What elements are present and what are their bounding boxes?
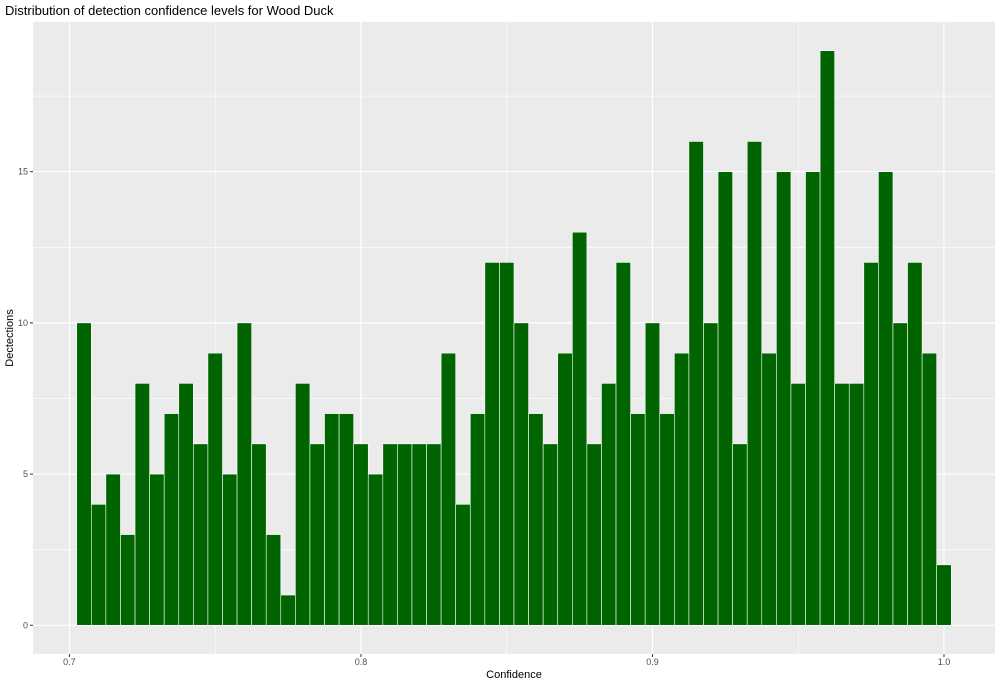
histogram-bar	[382, 443, 398, 626]
histogram-bar	[746, 141, 763, 626]
histogram-bar	[469, 413, 486, 626]
histogram-bar	[761, 352, 777, 626]
histogram-bar	[309, 443, 325, 626]
y-tick-label: 5	[23, 469, 28, 479]
histogram-bar	[732, 443, 748, 626]
histogram-bar	[295, 383, 311, 626]
histogram-bar	[178, 383, 194, 626]
histogram-bar	[776, 171, 792, 626]
y-tick-label: 15	[18, 167, 28, 177]
histogram-bar	[513, 322, 529, 626]
y-tick-label: 10	[18, 318, 28, 328]
histogram-bar	[528, 413, 544, 626]
histogram-bar	[805, 171, 821, 626]
histogram-bar	[397, 443, 413, 626]
histogram-bar	[572, 231, 588, 626]
histogram-bar	[819, 50, 835, 626]
y-axis-title: Dectections	[4, 309, 16, 367]
histogram-bar	[936, 564, 952, 626]
histogram-bar	[222, 473, 238, 626]
histogram-bar	[251, 443, 267, 626]
histogram-bars	[76, 50, 952, 626]
histogram-bar	[703, 322, 719, 626]
histogram-bar	[921, 352, 937, 626]
x-tick-label: 0.8	[355, 657, 368, 667]
y-tick-label: 0	[23, 620, 28, 630]
histogram-bar	[863, 262, 879, 626]
histogram-bar	[455, 504, 471, 626]
histogram-bar	[265, 534, 282, 626]
histogram-bar	[338, 413, 354, 626]
histogram-bar	[542, 443, 559, 626]
histogram-bar	[134, 383, 150, 626]
histogram-bar	[717, 171, 733, 626]
histogram-bar	[586, 443, 602, 626]
histogram-bar	[557, 352, 573, 626]
histogram-bar	[907, 262, 923, 626]
chart-title: Distribution of detection confidence lev…	[5, 3, 334, 18]
histogram-bar	[484, 262, 500, 626]
histogram-bar	[367, 473, 384, 626]
histogram-bar	[834, 383, 850, 626]
histogram-bar	[105, 473, 121, 626]
histogram-bar	[848, 383, 865, 626]
histogram-bar	[193, 443, 209, 626]
histogram-bar	[644, 322, 661, 626]
histogram-bar	[440, 352, 456, 626]
histogram-bar	[878, 171, 894, 626]
histogram-bar	[411, 443, 427, 626]
x-tick-label: 0.7	[63, 657, 76, 667]
histogram-bar	[630, 413, 646, 626]
histogram-bar	[76, 322, 92, 626]
histogram-bar	[280, 594, 296, 626]
histogram-bar	[236, 322, 252, 626]
histogram-bar	[688, 141, 704, 626]
x-tick-label: 1.0	[938, 657, 951, 667]
histogram-bar	[324, 413, 340, 626]
histogram-bar	[892, 322, 908, 626]
x-axis-ticks: 0.7 0.8 0.9 1.0	[63, 654, 950, 667]
y-axis-ticks: 0 5 10 15	[18, 167, 33, 630]
histogram-bar	[120, 534, 136, 626]
histogram-bar	[499, 262, 515, 626]
x-axis-title: Confidence	[486, 669, 542, 681]
histogram-bar	[207, 352, 223, 626]
histogram-bar	[601, 383, 617, 626]
histogram-bar	[426, 443, 442, 626]
histogram-bar	[163, 413, 180, 626]
x-tick-label: 0.9	[646, 657, 659, 667]
histogram-bar	[353, 443, 369, 626]
histogram-bar	[149, 473, 165, 626]
histogram-bar	[91, 504, 107, 626]
histogram-bar	[615, 262, 631, 626]
histogram-bar	[659, 413, 675, 626]
histogram-bar	[674, 352, 690, 626]
histogram-bar	[790, 383, 806, 626]
